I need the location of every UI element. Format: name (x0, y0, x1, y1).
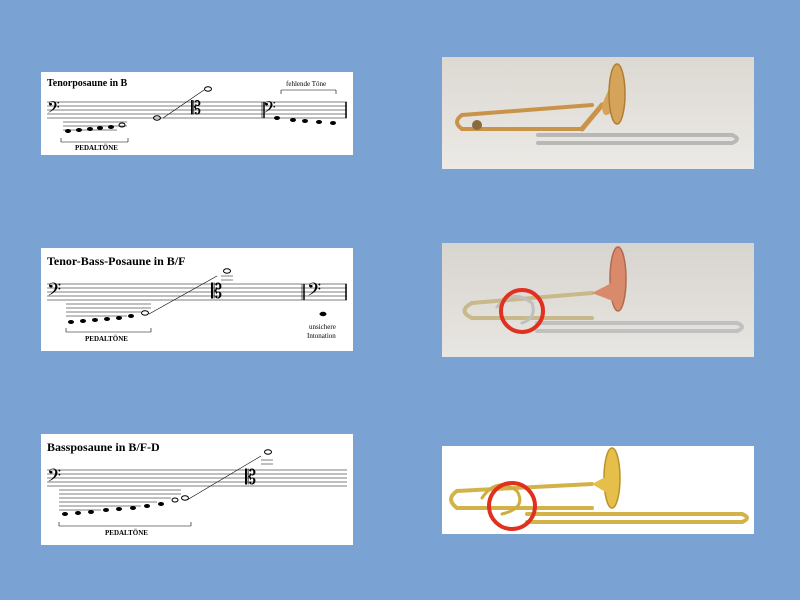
music-staff: 𝄢 𝄡 𝄢 PEDALTÖNE unsichere Intonation (47, 268, 347, 343)
trombone-icon (462, 246, 744, 334)
trombone-photo-bass (442, 446, 754, 534)
pedal-label: PEDALTÖNE (75, 144, 118, 152)
trombone-icon (455, 63, 739, 145)
tenor-clef-icon: 𝄡 (191, 98, 201, 118)
highlight-circle (499, 288, 545, 334)
music-staff: 𝄢 𝄡 𝄢 PEDALTÖNE fehlende Töne (47, 80, 347, 152)
bass-clef-icon: 𝄢 (47, 465, 61, 490)
score-title: Tenor-Bass-Posaune in B/F (47, 254, 186, 268)
score-panel-tenor: Tenorposaune in B 𝄢 𝄡 𝄢 (41, 72, 353, 155)
tenor-clef-icon: 𝄡 (211, 281, 222, 303)
pedal-notes (62, 449, 272, 516)
trombone-photo-tenor-bass (442, 243, 754, 357)
intonation-label-1: unsichere (309, 323, 336, 331)
score-title: Bassposaune in B/F-D (47, 440, 160, 454)
bass-clef-icon: 𝄢 (47, 279, 61, 304)
score-panel-bass: Bassposaune in B/F-D 𝄢 𝄡 PEDALTÖNE (41, 434, 353, 545)
bass-clef-icon: 𝄢 (307, 279, 321, 304)
pedal-label: PEDALTÖNE (105, 529, 148, 537)
pedal-label: PEDALTÖNE (85, 335, 128, 343)
intonation-label-2: Intonation (307, 332, 336, 340)
bass-clef-icon: 𝄢 (47, 99, 60, 121)
trombone-icon (449, 447, 749, 531)
score-panel-tenor-bass: Tenor-Bass-Posaune in B/F 𝄢 𝄡 𝄢 PEDA (41, 248, 353, 351)
trombone-photo-tenor (442, 57, 754, 169)
highlight-circle (487, 481, 537, 531)
bass-clef-icon: 𝄢 (263, 99, 276, 121)
pedal-notes (68, 268, 327, 324)
tenor-clef-icon: 𝄡 (245, 467, 256, 489)
missing-notes-label: fehlende Töne (286, 80, 326, 88)
music-staff: 𝄢 𝄡 PEDALTÖNE (47, 449, 347, 537)
score-title: Tenorposaune in B (47, 78, 128, 89)
